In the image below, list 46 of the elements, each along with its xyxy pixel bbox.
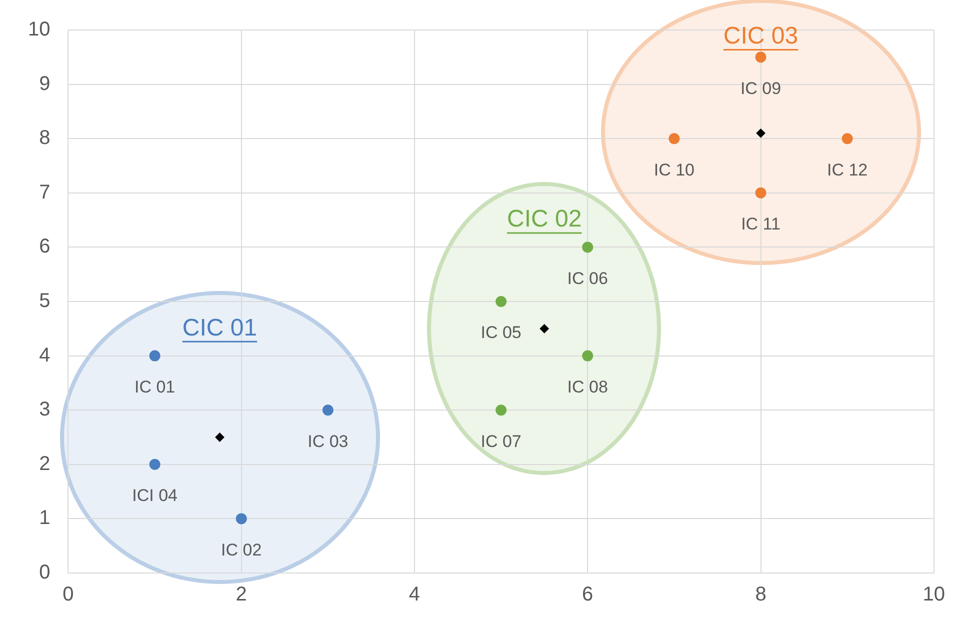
point: [582, 350, 594, 362]
y-tick-label: 2: [39, 452, 50, 475]
point: [496, 296, 507, 307]
y-tick-label: 8: [39, 127, 50, 150]
point: [755, 52, 766, 63]
y-tick-label: 9: [39, 72, 50, 95]
x-tick-label: 4: [408, 584, 420, 606]
annotation: IC 05: [480, 323, 522, 342]
x-tick-label: 2: [236, 584, 247, 606]
annotation: IC 10: [654, 160, 695, 180]
annotation: IC 07: [480, 432, 522, 451]
annotation: ICI 04: [132, 486, 178, 506]
x-tick-label: 0: [62, 584, 74, 606]
x-tick-label: 10: [922, 584, 945, 606]
annotation: IC 09: [740, 78, 782, 98]
y-tick-label: 1: [39, 507, 50, 530]
point: [236, 513, 247, 524]
series-label: CIC 03: [723, 22, 798, 50]
y-tick-label: 7: [39, 181, 50, 204]
annotation: IC 03: [308, 432, 348, 451]
point: [668, 133, 680, 144]
point: [755, 187, 766, 198]
point: [582, 242, 594, 253]
point: [149, 350, 160, 362]
point: [756, 128, 766, 138]
y-tick-label: 3: [39, 398, 50, 421]
y-tick-label: 10: [28, 18, 50, 41]
point: [149, 458, 160, 470]
annotation: IC 02: [221, 540, 262, 560]
point: [496, 404, 507, 416]
point: [540, 324, 549, 334]
point: [842, 133, 853, 144]
y-tick-label: 5: [39, 290, 50, 312]
y-tick-label: 4: [39, 344, 50, 366]
annotation: IC 06: [567, 268, 608, 288]
y-tick-label: 0: [39, 562, 50, 584]
series-label: CIC 02: [506, 206, 582, 233]
point: [322, 404, 334, 416]
x-tick-label: 6: [582, 584, 594, 606]
annotation: IC 08: [567, 377, 608, 396]
annotation: IC 01: [134, 377, 176, 396]
y-tick-label: 6: [39, 236, 50, 258]
series-label: CIC 01: [182, 314, 258, 342]
x-tick-label: 8: [755, 584, 766, 606]
annotation: IC 11: [741, 214, 780, 234]
annotation: IC 12: [826, 160, 868, 180]
